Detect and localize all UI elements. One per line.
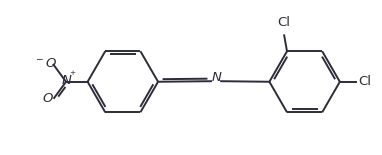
- Text: $N$: $N$: [62, 74, 73, 87]
- Text: $^+$: $^+$: [68, 70, 77, 80]
- Text: Cl: Cl: [359, 75, 372, 88]
- Text: $N$: $N$: [211, 71, 222, 84]
- Text: $^-O$: $^-O$: [34, 57, 57, 70]
- Text: Cl: Cl: [278, 16, 291, 29]
- Text: $O$: $O$: [42, 92, 54, 105]
